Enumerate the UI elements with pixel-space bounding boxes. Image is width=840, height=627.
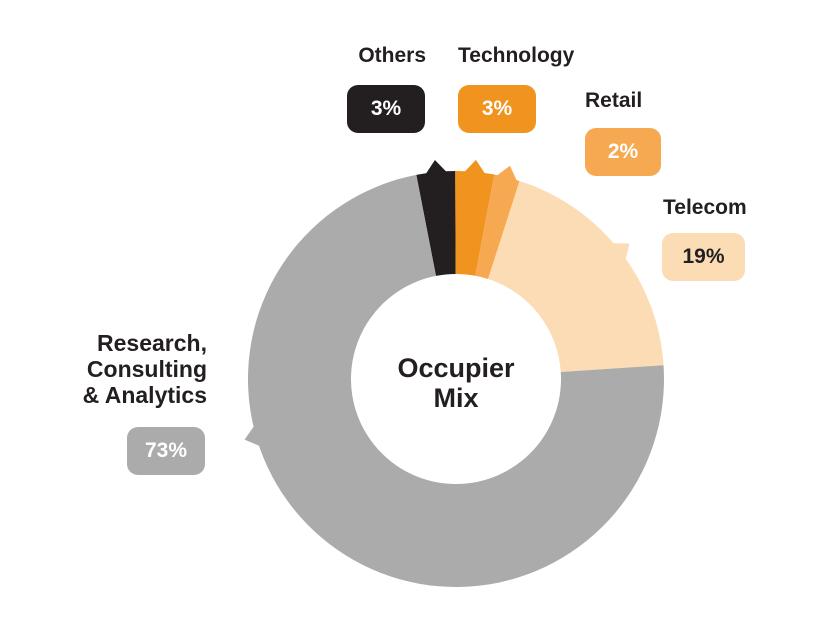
technology-label: Technology — [458, 44, 575, 67]
donut-segment-technology — [455, 170, 495, 276]
segment-pointer-others — [424, 160, 448, 176]
segment-pointer-telecom — [611, 243, 630, 262]
donut-segment-retail — [475, 174, 520, 280]
others-label: Others — [358, 44, 426, 67]
retail-value-badge: 2% — [585, 128, 661, 176]
segment-pointer-technology — [463, 159, 487, 176]
research-consulting-analytics-label: Research, Consulting & Analytics — [57, 330, 207, 408]
telecom-label: Telecom — [663, 196, 747, 219]
research-label-line-3: & Analytics — [82, 382, 207, 408]
technology-value-badge: 3% — [458, 85, 536, 133]
donut-center-title: Occupier Mix — [397, 353, 515, 413]
segment-pointer-research-consulting-analytics — [244, 424, 262, 447]
retail-label: Retail — [585, 89, 643, 112]
research-consulting-analytics-value-badge: 73% — [127, 427, 205, 475]
segment-pointer-retail — [495, 165, 518, 183]
telecom-value-badge: 19% — [662, 233, 745, 281]
research-label-line-1: Research, — [97, 330, 207, 356]
research-label-line-2: Consulting — [86, 356, 207, 382]
others-value-badge: 3% — [347, 85, 425, 133]
donut-segment-research-consulting-analytics — [247, 174, 664, 587]
donut-segment-telecom — [488, 180, 664, 373]
donut-segment-others — [416, 171, 456, 276]
